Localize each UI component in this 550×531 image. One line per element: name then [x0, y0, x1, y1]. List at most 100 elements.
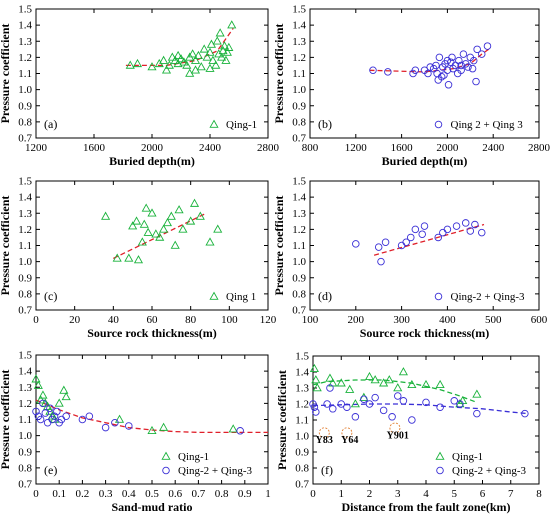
- x-tick-label: 800: [302, 142, 319, 154]
- y-tick-label: 1.1: [292, 240, 306, 252]
- y-tick-label: 1.0: [18, 430, 32, 442]
- data-point: [468, 64, 477, 73]
- y-tick-label: 1.4: [18, 192, 32, 204]
- data-point: [421, 379, 431, 389]
- data-point: [195, 211, 205, 220]
- y-tick-label: 1.3: [295, 383, 309, 395]
- y-tick-label: 1.2: [18, 224, 32, 236]
- data-point: [128, 221, 138, 230]
- y-tick-label: 0.9: [18, 272, 32, 284]
- x-tick-label: 0.1: [52, 488, 66, 500]
- y-tick-label: 1.0: [295, 431, 309, 443]
- data-point: [343, 403, 351, 411]
- legend-label: Qing 2 + Qing 3: [451, 119, 524, 131]
- data-point: [219, 41, 230, 50]
- x-tick-label: 100: [221, 314, 238, 326]
- y-tick-label: 0.7: [18, 305, 32, 317]
- data-point: [450, 397, 459, 405]
- y-tick-label: 1.1: [18, 240, 32, 252]
- y-tick-label: 1.3: [292, 36, 306, 48]
- series-qing-1: [31, 374, 238, 435]
- data-point: [456, 400, 464, 408]
- data-point: [167, 52, 177, 61]
- data-point: [389, 422, 401, 434]
- x-tick-label: 120: [260, 314, 277, 326]
- y-tick-label: 0.8: [18, 288, 32, 300]
- data-point: [411, 66, 420, 75]
- data-point: [170, 55, 180, 64]
- y-tick-label: 1.5: [18, 350, 32, 362]
- data-point: [211, 60, 221, 69]
- data-point: [435, 379, 445, 389]
- legend-label: Qing-2 + Qing-3: [178, 465, 253, 477]
- data-point: [208, 55, 218, 64]
- x-axis-label: Sand-mud ratio: [111, 500, 192, 514]
- legend-label: Qing-1: [178, 451, 209, 463]
- data-point: [379, 406, 388, 415]
- data-point: [408, 416, 416, 424]
- data-point: [369, 66, 377, 75]
- trendline: [113, 212, 207, 259]
- data-point: [147, 62, 157, 71]
- data-point: [399, 397, 408, 405]
- data-point: [451, 61, 460, 70]
- x-tick-label: 60: [147, 314, 159, 326]
- data-point: [452, 222, 461, 230]
- data-point: [147, 208, 157, 217]
- data-point: [457, 61, 465, 70]
- data-point: [112, 253, 122, 262]
- data-point: [312, 383, 322, 392]
- data-point: [469, 56, 478, 65]
- y-tick-label: 1.1: [18, 414, 32, 426]
- data-point: [32, 407, 40, 416]
- data-point: [461, 219, 470, 227]
- data-point: [424, 69, 432, 78]
- data-point: [370, 375, 380, 384]
- y-tick-label: 1.5: [295, 351, 309, 363]
- x-tick-label: 3: [395, 488, 401, 500]
- data-point: [365, 400, 374, 408]
- y-tick-label: 1.5: [18, 4, 32, 16]
- data-point: [352, 240, 360, 248]
- series-qing-2-qing-3: [352, 219, 486, 266]
- data-point: [236, 427, 244, 435]
- legend-marker: [209, 119, 219, 128]
- data-point: [473, 45, 481, 54]
- data-point: [215, 28, 225, 37]
- y-tick-label: 1.2: [18, 52, 32, 64]
- data-point: [466, 227, 475, 235]
- y-tick-label: 0.7: [295, 479, 309, 491]
- data-point: [309, 363, 319, 373]
- x-tick-label: 200: [348, 314, 365, 326]
- x-tick-label: 1: [339, 488, 345, 500]
- series-qing-2-qing-3: [32, 399, 244, 435]
- annotation-label: Y901: [387, 430, 409, 441]
- data-point: [521, 409, 529, 418]
- data-point: [43, 418, 52, 427]
- data-point: [36, 395, 46, 404]
- data-point: [185, 68, 195, 77]
- data-point: [114, 414, 125, 423]
- x-tick-label: 0: [33, 488, 39, 500]
- data-point: [228, 424, 238, 433]
- data-point: [78, 415, 87, 424]
- series-qing-1: [101, 198, 223, 264]
- data-point: [202, 52, 212, 61]
- y-axis-label: Pressure coefficient: [0, 24, 12, 124]
- data-point: [50, 412, 59, 421]
- data-point: [166, 211, 176, 220]
- y-axis-label: Pressure coefficient: [0, 370, 12, 470]
- legend-marker: [209, 291, 219, 300]
- data-point: [221, 55, 231, 64]
- x-tick-label: 20: [69, 314, 81, 326]
- y-tick-label: 1.0: [292, 84, 306, 96]
- panel-f: 0.7 0.8 0.9 1.0 1.1 1.2 1.3 1.4 1.5 0 1 2 3 4 5 6 7 8 Dist…: [275, 351, 542, 515]
- x-tick-label: 40: [108, 314, 120, 326]
- data-point: [471, 220, 479, 229]
- x-tick-label: 0.6: [168, 488, 182, 500]
- x-tick-label: 8: [536, 488, 542, 500]
- x-tick-label: 2400: [482, 142, 505, 154]
- legend-marker: [436, 466, 444, 475]
- x-tick-label: 1200: [25, 142, 48, 154]
- data-point: [364, 371, 375, 381]
